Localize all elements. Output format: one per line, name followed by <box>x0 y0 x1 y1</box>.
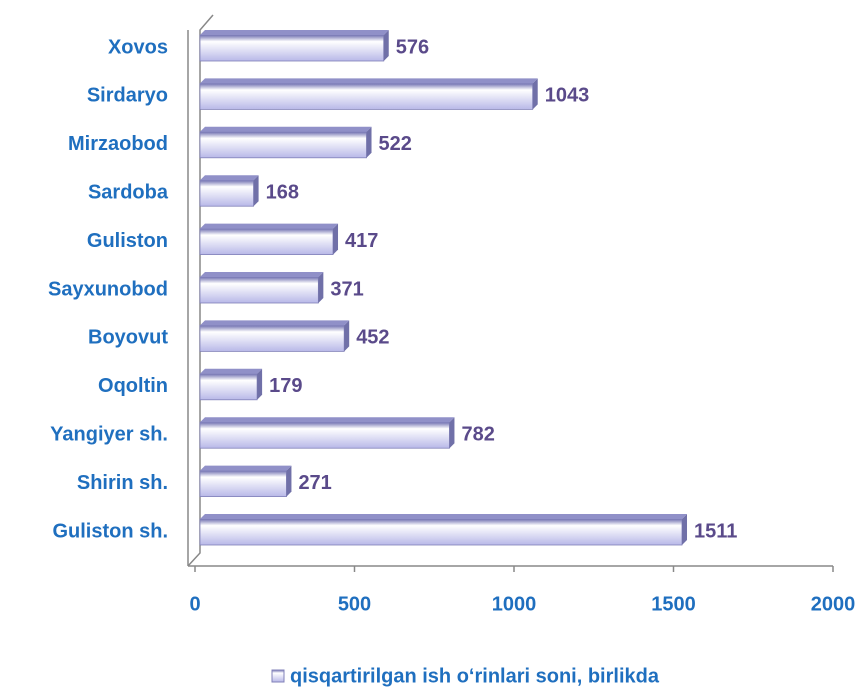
bar-cap <box>449 417 455 449</box>
bar <box>199 179 254 207</box>
bar-cap <box>286 465 292 497</box>
x-tick-label: 2000 <box>811 593 856 615</box>
value-label: 417 <box>345 230 378 252</box>
y-tick-label: Oqoltin <box>98 375 168 397</box>
x-tick-label: 1000 <box>492 593 537 615</box>
bar-top <box>200 514 688 519</box>
bar <box>199 83 534 110</box>
bar-top <box>200 272 324 277</box>
bar <box>199 34 385 62</box>
bar-cap <box>366 126 372 158</box>
y-tick-label: Shirin sh. <box>77 472 168 494</box>
bar-top <box>200 126 372 132</box>
bar-top <box>200 320 350 326</box>
bar-cap <box>344 320 350 352</box>
value-label: 371 <box>330 278 363 300</box>
y-tick-label: Mirzaobod <box>68 133 168 155</box>
bar-cap <box>318 272 324 303</box>
y-tick-label: Sirdaryo <box>87 85 168 107</box>
bar-cap <box>333 223 339 255</box>
bar-top <box>200 465 292 471</box>
x-tick-label: 500 <box>338 593 371 615</box>
y-tick-label: Boyovut <box>88 327 168 349</box>
y-tick-label: Sardoba <box>88 181 169 203</box>
value-label: 522 <box>379 133 412 155</box>
value-label: 1043 <box>545 85 590 107</box>
bar-cap <box>682 514 688 545</box>
bar-top <box>200 78 538 84</box>
bar <box>199 228 334 256</box>
bar-top <box>200 417 455 423</box>
bar <box>199 470 287 498</box>
bar <box>199 518 683 546</box>
y-tick-label: Guliston <box>87 230 168 252</box>
bar-cap <box>257 368 263 400</box>
bar-cap <box>253 175 259 207</box>
y-tick-label: Xovos <box>108 36 168 58</box>
bar <box>199 324 345 352</box>
value-label: 179 <box>269 375 302 397</box>
bar-cap <box>532 78 538 110</box>
bar <box>199 276 319 304</box>
value-label: 1511 <box>694 520 737 542</box>
bar-top <box>200 368 263 374</box>
bar <box>199 421 450 449</box>
y-tick-label: Sayxunobod <box>48 278 168 300</box>
value-label: 782 <box>461 423 494 445</box>
value-label: 452 <box>356 327 389 349</box>
y-tick-label: Guliston sh. <box>52 520 168 542</box>
value-label: 271 <box>298 472 331 494</box>
x-tick-label: 1500 <box>651 593 696 615</box>
y-tick-label: Yangiyer sh. <box>50 423 168 445</box>
bar-top <box>200 175 259 181</box>
value-label: 576 <box>396 36 429 58</box>
bar-top <box>200 30 389 35</box>
bar-top <box>200 223 339 229</box>
bar <box>199 131 367 159</box>
legend-swatch <box>271 669 285 683</box>
x-tick-label: 0 <box>189 593 200 615</box>
bar-cap <box>383 30 389 61</box>
value-label: 168 <box>266 181 299 203</box>
bar <box>199 373 258 401</box>
legend-label: qisqartirilgan ish o‘rinlari soni, birli… <box>290 665 660 687</box>
